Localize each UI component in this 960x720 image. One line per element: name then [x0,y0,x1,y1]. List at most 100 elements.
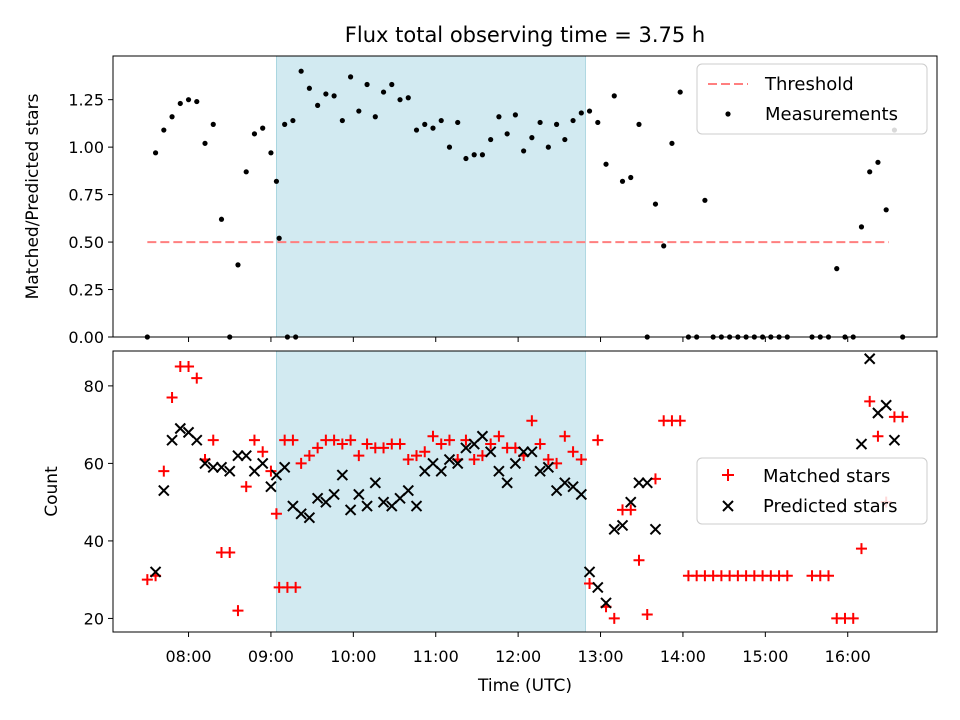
measurement-point [218,216,225,222]
measurement-point [282,121,288,127]
matched-star-point [402,454,414,466]
matched-star-point [559,430,571,442]
predicted-star-point [460,442,472,454]
measurement-point [202,140,208,146]
matched-star-point [468,454,480,466]
measurement-point [276,235,282,241]
chart-title: Flux total observing time = 3.75 h [345,23,705,47]
matched-star-point [567,446,579,458]
measurement-point [185,97,192,103]
measurement-point [405,95,411,101]
matched-star-point [312,442,324,454]
matched-star-point [534,438,546,450]
matched-star-point [158,465,170,477]
legend-threshold-label: Threshold [764,74,854,95]
predicted-star-point [295,508,307,520]
matched-star-point [855,543,867,555]
measurement-point [446,144,453,150]
matched-star-point [265,465,277,477]
measurement-point [553,121,560,127]
predicted-star-point [224,465,236,477]
top-y-tick-label: 1.00 [68,138,104,157]
matched-star-point [361,438,373,450]
matched-star-point [526,415,538,427]
matched-star-point [427,430,439,442]
matched-star-point [897,411,909,423]
matched-star-point [419,446,431,458]
predicted-star-point [517,446,530,458]
matched-star-point [240,481,252,493]
top-y-tick-label: 0.75 [68,186,104,205]
predicted-star-point [542,461,555,473]
matched-star-point [435,438,447,450]
measurement-point [298,68,304,74]
matched-star-point [592,434,604,446]
matched-star-point [141,574,153,586]
top-x-ticks [188,337,849,342]
top-y-tick-label: 0.50 [68,233,104,252]
x-tick-label: 08:00 [165,647,211,666]
bottom-highlight-span [276,350,586,633]
bottom-y-tick-label: 60 [84,454,104,473]
matched-star-point [823,570,835,582]
matched-star-point [872,430,884,442]
measurement-point [152,150,159,156]
measurement-point [455,119,461,126]
top-y-ticks: 0.00 0.25 0.50 0.75 1.00 1.25 [68,91,113,347]
legend-measurements-label: Measurements [765,104,898,125]
measurement-point [636,121,642,127]
measurement-point [397,97,403,103]
matched-star-point [183,361,195,373]
measurement-point [331,93,337,99]
predicted-star-point [232,449,244,462]
predicted-star-point [501,477,513,489]
predicted-star-point [559,477,571,489]
predicted-star-point [191,434,203,446]
measurement-point [380,89,387,95]
matched-star-point [303,450,315,462]
measurement-point [290,117,296,124]
measurement-point [669,140,675,146]
top-plot-frame [112,55,938,338]
matched-star-point [625,504,637,516]
x-tick-label: 10:00 [330,647,376,666]
predicted-star-point [534,465,546,477]
predicted-star-point [240,449,252,462]
legend-matched-swatch [722,469,734,481]
bottom-y-ticks: 20 40 60 80 [84,377,113,628]
matched-star-point [674,415,686,427]
matched-star-point [345,434,357,446]
measurement-point [619,178,626,184]
measurement-point [438,117,444,124]
predicted-star-point [265,480,277,493]
matched-star-point [270,508,282,520]
measurement-point [306,85,312,91]
matched-star-point [353,450,365,462]
predicted-star-point [633,477,645,489]
predicted-star-point [336,469,349,481]
matched-star-point [378,442,390,454]
matched-star-point [287,434,299,446]
predicted-star-point [328,488,340,501]
predicted-star-point [476,430,489,442]
measurement-point [169,114,175,120]
measurement-point [875,159,881,165]
x-tick-label: 12:00 [495,647,541,666]
measurement-point [243,169,249,175]
predicted-star-point [863,353,876,365]
matched-star-point [191,372,203,384]
matched-star-point [248,434,260,446]
predicted-star-point [344,504,357,516]
bottom-y-tick-label: 40 [84,532,104,551]
predicted-star-point [583,566,596,578]
predicted-star-point [215,461,228,473]
matched-star-point [207,434,219,446]
predicted-star-point [311,492,324,504]
matched-star-point [864,395,876,407]
measurement-point [356,108,362,114]
bottom-y-axis-label: Count [42,466,62,517]
measurement-point [177,100,183,107]
top-highlight-span [276,55,586,338]
measurement-point [529,135,535,141]
